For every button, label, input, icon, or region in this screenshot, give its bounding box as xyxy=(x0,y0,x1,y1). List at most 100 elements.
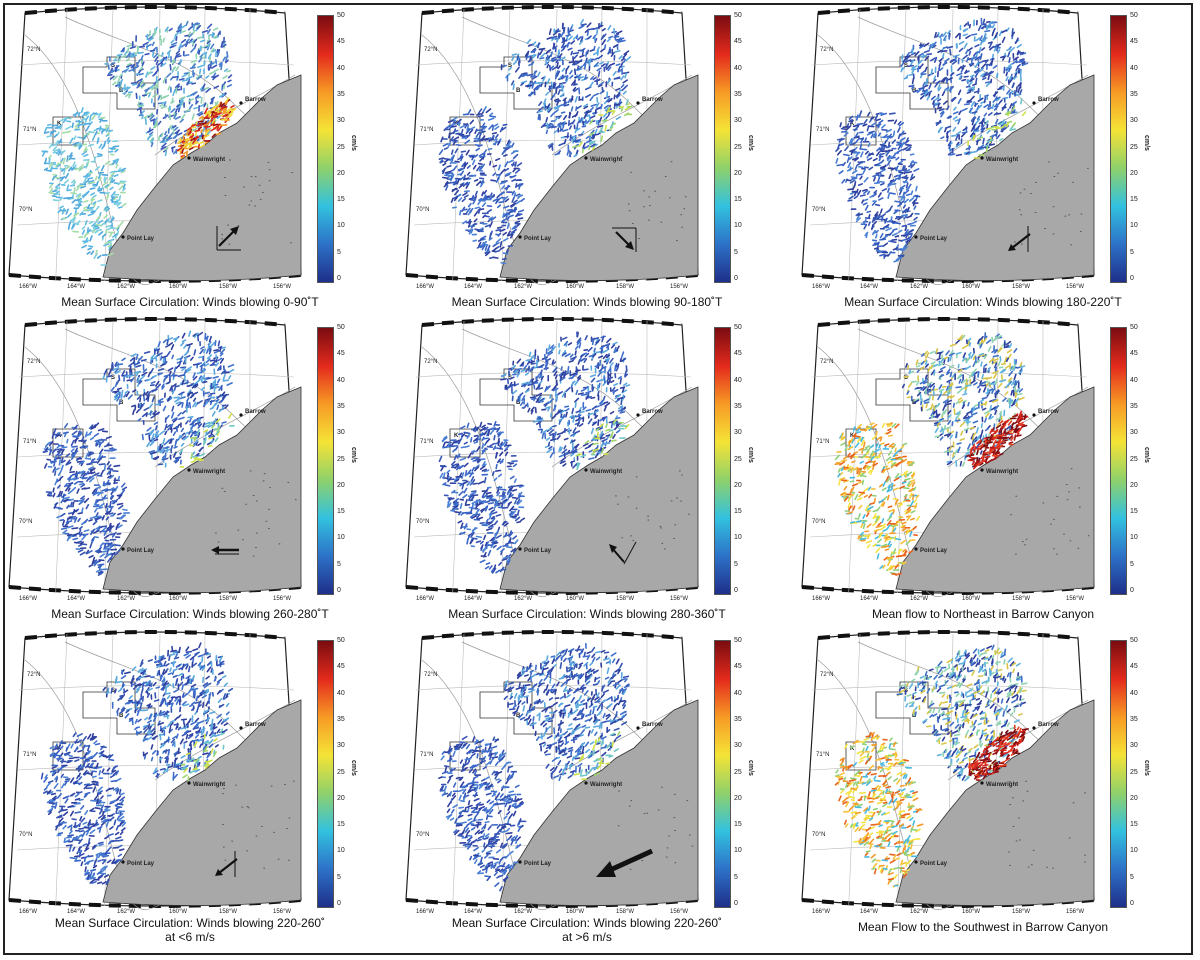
lon-label: 158°W xyxy=(219,909,237,915)
colorbar-tick-label: 0 xyxy=(337,587,341,594)
lake-marker xyxy=(628,805,631,807)
lake-marker xyxy=(1070,244,1073,246)
land-mass xyxy=(499,74,699,281)
lon-label: 158°W xyxy=(219,596,237,602)
lake-marker xyxy=(674,830,676,832)
lake-marker xyxy=(668,835,671,837)
colorbar-ticks: 50 45 40 35 30 25 20 15 10 5 0 xyxy=(337,12,357,283)
lake-marker xyxy=(1015,553,1017,555)
box-label-s: S xyxy=(904,375,908,381)
colorbar-tick-label: 15 xyxy=(734,821,742,829)
barrow-marker xyxy=(1032,726,1036,730)
wainwright-marker xyxy=(980,781,984,785)
lake-marker xyxy=(223,788,225,790)
point-lay-label: Point Lay xyxy=(920,236,948,242)
colorbar-tick-label: 35 xyxy=(1130,715,1138,723)
caption-line-1: Mean Flow to the Southwest in Barrow Can… xyxy=(857,920,1109,934)
colorbar-tick-label: 35 xyxy=(734,90,742,98)
barrow-label: Barrow xyxy=(245,409,266,415)
point-lay-label: Point Lay xyxy=(127,548,155,554)
lake-marker xyxy=(252,555,255,557)
colorbar-tick-label: 50 xyxy=(734,324,742,331)
lake-marker xyxy=(1066,499,1069,501)
lake-marker xyxy=(250,175,253,177)
barrow-marker xyxy=(239,101,243,105)
lake-marker xyxy=(683,208,686,210)
colorbar-ticks: 50 45 40 35 30 25 20 15 10 5 0 xyxy=(734,12,754,283)
colorbar-tick-label: 50 xyxy=(1130,324,1138,331)
lake-marker xyxy=(1023,188,1026,190)
lake-marker xyxy=(222,823,224,825)
lake-marker xyxy=(1018,817,1020,819)
lake-marker xyxy=(1027,866,1030,868)
colorbar xyxy=(317,15,334,283)
depth-contour xyxy=(817,346,969,597)
lat-label-70n: 70°N xyxy=(812,832,825,838)
current-vector-field xyxy=(835,17,1029,263)
barrow-label: Barrow xyxy=(1038,409,1059,415)
colorbar-tick-label: 15 xyxy=(337,821,345,829)
map-border-bottom xyxy=(405,898,699,908)
lon-label: 156°W xyxy=(273,284,291,290)
point-lay-marker xyxy=(121,860,125,864)
colorbar-ticks: 50 45 40 35 30 25 20 15 10 5 0 xyxy=(734,324,754,595)
lake-marker xyxy=(1084,854,1086,856)
lake-marker xyxy=(663,548,666,550)
wainwright-label: Wainwright xyxy=(590,157,622,163)
lon-label: 166°W xyxy=(812,909,830,915)
point-lay-label: Point Lay xyxy=(524,861,552,867)
lake-marker xyxy=(666,847,669,849)
lat-label-72n: 72°N xyxy=(424,672,437,678)
lake-marker xyxy=(670,161,673,163)
lake-marker xyxy=(224,859,227,861)
lon-label: 160°W xyxy=(169,596,187,602)
map-border-bottom xyxy=(405,273,699,283)
lake-marker xyxy=(237,225,240,227)
lake-marker xyxy=(254,205,256,207)
lat-label-71n: 71°N xyxy=(816,439,829,445)
lon-label: 164°W xyxy=(860,909,878,915)
point-lay-marker xyxy=(914,235,918,239)
lon-label: 160°W xyxy=(169,284,187,290)
lake-marker xyxy=(1010,514,1012,516)
colorbar-tick-label: 15 xyxy=(734,196,742,204)
lat-label-70n: 70°N xyxy=(416,519,429,525)
lat-label-70n: 70°N xyxy=(416,832,429,838)
lake-marker xyxy=(617,825,620,827)
lake-marker xyxy=(1084,861,1086,863)
point-lay-marker xyxy=(121,235,125,239)
lon-label: 156°W xyxy=(670,909,688,915)
lon-label: 164°W xyxy=(67,909,85,915)
lake-marker xyxy=(1065,484,1068,486)
lake-marker xyxy=(1009,804,1011,806)
barrow-marker xyxy=(636,726,640,730)
lon-label: 162°W xyxy=(910,596,928,602)
colorbar-tick-label: 35 xyxy=(337,402,345,410)
colorbar-tick-label: 10 xyxy=(1130,847,1138,855)
colorbar-tick-label: 10 xyxy=(734,222,742,230)
lon-label: 162°W xyxy=(910,284,928,290)
map-border-bottom xyxy=(8,585,302,595)
lake-marker xyxy=(1020,214,1023,216)
box-label-b: B xyxy=(912,713,917,719)
lake-marker xyxy=(241,806,244,808)
colorbar-tick-label: 50 xyxy=(734,12,742,19)
lake-marker xyxy=(674,524,677,526)
lake-marker xyxy=(679,470,681,472)
panel-caption: Mean Surface Circulation: Winds blowing … xyxy=(5,607,375,621)
longitude-line xyxy=(501,633,511,907)
lake-marker xyxy=(1030,192,1032,194)
colorbar xyxy=(714,327,731,595)
colorbar-tick-label: 25 xyxy=(734,455,742,463)
colorbar-tick-label: 10 xyxy=(337,847,345,855)
lake-marker xyxy=(1087,535,1090,537)
wainwright-marker xyxy=(980,156,984,160)
lake-marker xyxy=(1077,547,1080,549)
colorbar-tick-label: 0 xyxy=(734,275,738,282)
barrow-marker xyxy=(239,726,243,730)
lake-marker xyxy=(268,180,271,182)
lake-marker xyxy=(1026,790,1029,792)
